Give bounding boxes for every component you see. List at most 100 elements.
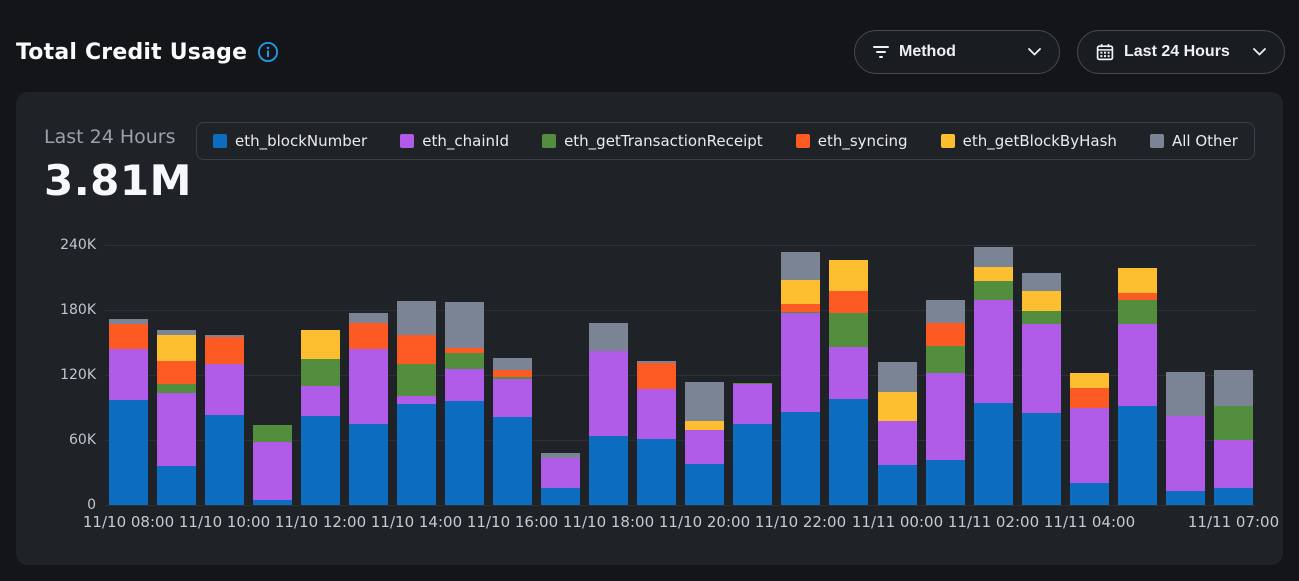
bar-22[interactable] (1165, 371, 1205, 505)
bar-8[interactable] (493, 357, 533, 505)
legend-label: eth_chainId (422, 132, 509, 150)
bar-segment-eth_chainId (1117, 324, 1157, 407)
bar-segment-eth_getBlockByHash (1069, 372, 1109, 389)
legend-item-eth_syncing[interactable]: eth_syncing (795, 132, 908, 150)
x-axis-tick-label: 11/11 02:00 (947, 513, 1040, 531)
bar-20[interactable] (1069, 372, 1109, 505)
plot-area (105, 245, 1255, 506)
bar-23[interactable] (1213, 369, 1253, 505)
bar-3[interactable] (253, 424, 293, 505)
legend-swatch (542, 134, 557, 148)
bar-segment-eth_getTransactionReceipt (829, 313, 869, 347)
x-axis-tick-label: 11/10 22:00 (754, 513, 847, 531)
bar-segment-eth_chainId (781, 313, 821, 412)
y-axis: 240K 180K 120K 60K 0 (44, 237, 105, 513)
bar-segment-eth_getBlockByHash (157, 334, 197, 361)
bar-18[interactable] (973, 247, 1013, 505)
usage-summary: Last 24 Hours 3.81M (44, 122, 196, 205)
x-axis: 11/10 08:00 11/10 10:00 11/10 12:00 11/10 1… (83, 505, 1279, 531)
bar-segment-eth_blockNumber (1069, 483, 1109, 505)
bar-0[interactable] (109, 318, 148, 505)
legend-swatch (213, 134, 227, 148)
bar-segment-eth_blockNumber (1117, 406, 1157, 505)
bar-segment-eth_blockNumber (973, 403, 1013, 505)
bar-16[interactable] (877, 362, 917, 505)
legend-item-eth_chainId[interactable]: eth_chainId (400, 132, 509, 150)
bar-segment-eth_getTransactionReceipt (781, 312, 821, 314)
bar-4[interactable] (301, 329, 341, 505)
bar-segment-eth_syncing (205, 337, 245, 365)
y-axis-tick-label: 0 (87, 497, 96, 513)
y-axis-tick-label: 240K (60, 237, 96, 253)
method-filter-label: Method (899, 43, 956, 60)
bar-segment-eth_syncing (397, 334, 437, 365)
bar-15[interactable] (829, 260, 869, 505)
bar-segment-eth_blockNumber (1021, 412, 1061, 505)
bar-1[interactable] (157, 329, 197, 505)
bar-segment-eth_chainId (157, 393, 197, 466)
bar-segment-eth_chainId (397, 395, 437, 405)
chevron-down-icon (1253, 48, 1266, 56)
bar-segment-eth_getTransactionReceipt (1213, 406, 1253, 441)
bar-segment-eth_blockNumber (1213, 487, 1253, 505)
bar-segment-eth_blockNumber (397, 404, 437, 505)
bar-12[interactable] (685, 381, 725, 505)
bar-segment-eth_getBlockByHash (829, 260, 869, 291)
y-axis-tick-label: 120K (60, 367, 96, 383)
method-filter-button[interactable]: Method (854, 30, 1060, 74)
bar-segment-eth_chainId (877, 420, 917, 465)
legend-label: eth_getBlockByHash (962, 132, 1117, 150)
bar-17[interactable] (925, 300, 965, 505)
bar-segment-eth_getBlockByHash (781, 279, 821, 304)
bar-9[interactable] (541, 453, 581, 505)
info-icon[interactable] (257, 41, 279, 63)
bar-segment-eth_getTransactionReceipt (157, 383, 197, 394)
x-axis-tick-label: 11/10 20:00 (658, 513, 751, 531)
date-range-label: Last 24 Hours (1124, 43, 1230, 60)
bar-segment-All Other (109, 318, 148, 325)
date-range-button[interactable]: Last 24 Hours (1077, 30, 1285, 74)
x-axis-tick-label: 11/10 08:00 (82, 513, 175, 531)
page-title: Total Credit Usage (16, 39, 248, 65)
gridline (105, 505, 1255, 506)
x-axis-tick-label: 11/11 07:00 (1187, 513, 1280, 531)
bar-segment-eth_blockNumber (829, 398, 869, 505)
bar-segment-All Other (157, 329, 197, 335)
bar-segment-eth_syncing (637, 363, 677, 390)
bar-11[interactable] (637, 360, 677, 505)
bar-segment-eth_syncing (1117, 292, 1157, 301)
legend-item-All Other[interactable]: All Other (1149, 132, 1238, 150)
bar-segment-All Other (1165, 371, 1205, 417)
x-axis-tick-label: 11/10 16:00 (466, 513, 559, 531)
bar-13[interactable] (733, 382, 773, 505)
bar-segment-eth_syncing (1069, 388, 1109, 408)
bar-7[interactable] (445, 302, 485, 505)
bar-5[interactable] (349, 313, 389, 505)
bar-segment-All Other (637, 360, 677, 364)
bar-10[interactable] (589, 323, 629, 505)
bar-14[interactable] (781, 251, 821, 505)
bar-segment-eth_chainId (301, 385, 341, 417)
bar-segment-eth_blockNumber (445, 401, 485, 505)
legend-item-eth_getBlockByHash[interactable]: eth_getBlockByHash (940, 132, 1117, 150)
bar-segment-eth_chainId (1069, 407, 1109, 484)
bar-segment-eth_chainId (829, 346, 869, 399)
bar-segment-eth_chainId (109, 349, 148, 400)
calendar-icon (1096, 43, 1114, 61)
bar-6[interactable] (397, 301, 437, 505)
bar-segment-eth_chainId (445, 368, 485, 401)
bar-21[interactable] (1117, 267, 1157, 505)
bar-segment-eth_getTransactionReceipt (1021, 311, 1061, 325)
bar-segment-All Other (397, 301, 437, 335)
x-axis-tick-label: 11/10 12:00 (274, 513, 367, 531)
bar-19[interactable] (1021, 273, 1061, 505)
bar-segment-eth_getTransactionReceipt (1117, 300, 1157, 325)
usage-card: Last 24 Hours 3.81M eth_blockNumber eth_c… (16, 92, 1283, 565)
bar-segment-eth_syncing (493, 369, 533, 378)
legend-item-eth_blockNumber[interactable]: eth_blockNumber (213, 132, 367, 150)
legend-item-eth_getTransactionReceipt[interactable]: eth_getTransactionReceipt (542, 132, 763, 150)
x-axis-tick-label: 11/11 04:00 (1043, 513, 1136, 531)
bar-2[interactable] (205, 334, 245, 505)
bars-container (109, 245, 1253, 505)
bar-segment-All Other (973, 247, 1013, 267)
